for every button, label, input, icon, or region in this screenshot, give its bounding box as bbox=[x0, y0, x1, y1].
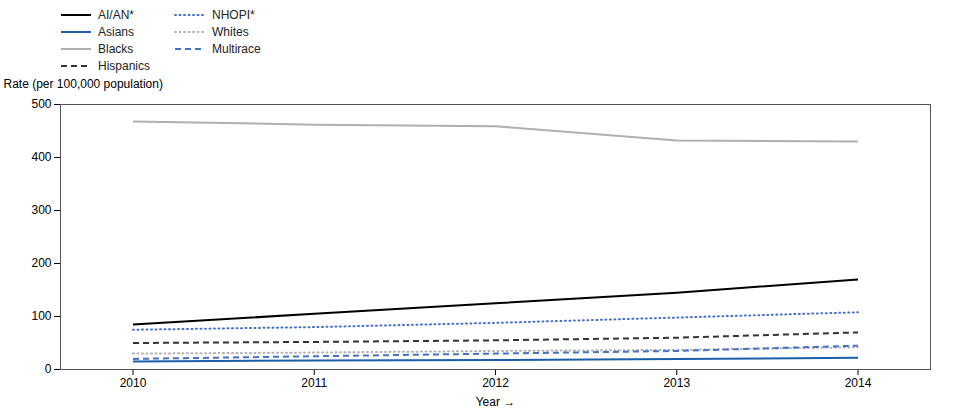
svg-text:200: 200 bbox=[31, 256, 51, 270]
svg-text:100: 100 bbox=[31, 309, 51, 323]
svg-text:2013: 2013 bbox=[663, 376, 690, 390]
svg-text:300: 300 bbox=[31, 203, 51, 217]
html-text:NHOPI*: NHOPI* bbox=[212, 7, 255, 22]
svg-text:2014: 2014 bbox=[845, 376, 872, 390]
svg-text:0: 0 bbox=[45, 362, 52, 376]
svg-text:2012: 2012 bbox=[482, 376, 509, 390]
html-text:Hispanics: Hispanics bbox=[98, 58, 150, 73]
html-text:Whites: Whites bbox=[212, 24, 249, 39]
html-text:Blacks: Blacks bbox=[98, 41, 134, 56]
svg-text:500: 500 bbox=[31, 97, 51, 111]
svg-text:2011: 2011 bbox=[301, 376, 327, 390]
svg-text:Rate (per 100,000 population): Rate (per 100,000 population) bbox=[4, 77, 163, 91]
svg-text:Year →: Year → bbox=[476, 395, 516, 409]
html-text:AI/AN*: AI/AN* bbox=[98, 7, 134, 22]
svg-text:2010: 2010 bbox=[120, 376, 147, 390]
svg-text:400: 400 bbox=[31, 150, 51, 164]
html-text:Asians: Asians bbox=[98, 24, 134, 39]
html-text:Multirace: Multirace bbox=[212, 41, 261, 56]
